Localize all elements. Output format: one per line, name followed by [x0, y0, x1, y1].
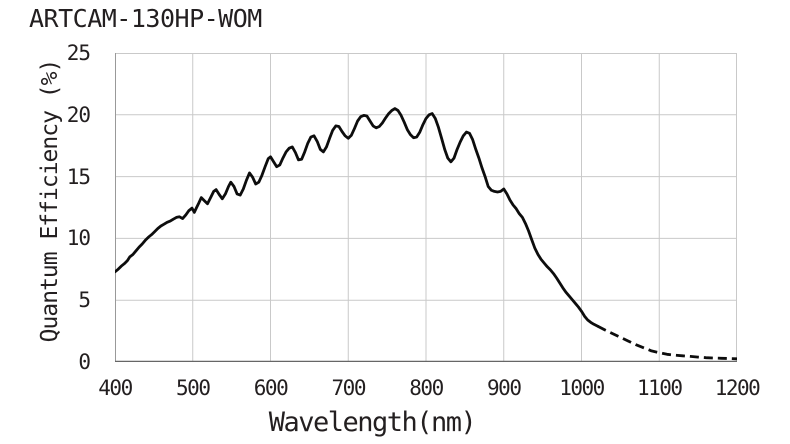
- y-tick-label: 5: [78, 288, 91, 313]
- x-axis-title: Wavelength(nm): [268, 407, 477, 438]
- qe-plot-area: [115, 53, 737, 362]
- x-tick-label: 700: [331, 376, 367, 400]
- x-tick-label: 600: [253, 376, 289, 400]
- x-tick-label: 400: [98, 376, 133, 400]
- qe-curve-solid: [115, 107, 600, 328]
- qe-curve-dashed: [597, 324, 737, 361]
- x-tick-label: 500: [176, 376, 211, 400]
- y-axis-title: Quantum Efficiency (%): [37, 59, 63, 343]
- x-tick-label: 900: [487, 376, 522, 400]
- x-tick-label: 1000: [559, 376, 605, 400]
- chart-title: ARTCAM-130HP-WOM: [29, 4, 262, 33]
- y-tick-label: 10: [66, 226, 91, 251]
- y-tick-label: 25: [66, 41, 91, 65]
- x-tick-label: 1200: [714, 376, 761, 400]
- y-tick-label: 0: [78, 350, 91, 374]
- x-tick-label: 800: [409, 376, 444, 400]
- y-tick-label: 20: [66, 102, 91, 127]
- x-tick-label: 1100: [636, 376, 683, 400]
- y-tick-label: 15: [66, 164, 91, 189]
